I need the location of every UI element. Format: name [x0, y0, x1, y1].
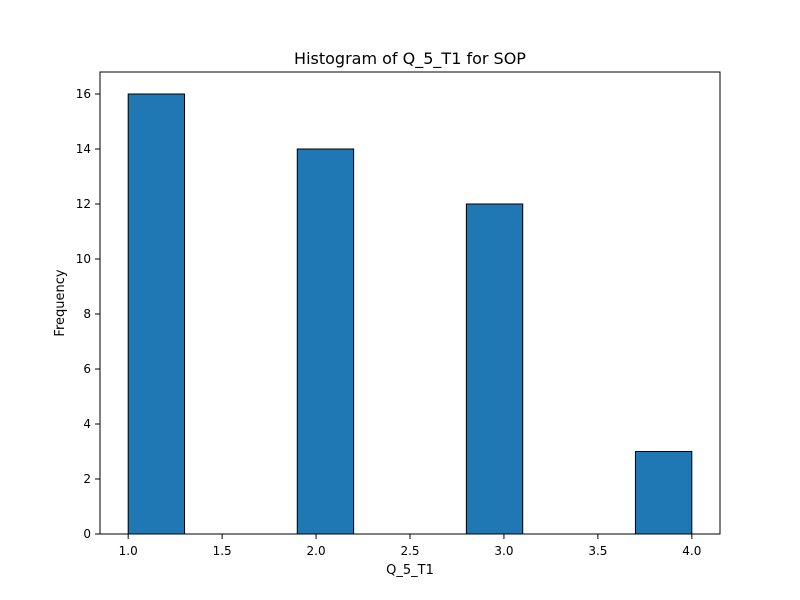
- x-tick-label-3: 2.5: [400, 544, 419, 558]
- y-tick-label-7: 14: [76, 142, 91, 156]
- chart-title: Histogram of Q_5_T1 for SOP: [294, 49, 526, 69]
- y-tick-label-6: 12: [76, 197, 91, 211]
- y-tick-label-4: 8: [83, 307, 91, 321]
- y-axis-label: Frequency: [53, 269, 68, 336]
- x-tick-label-1: 1.5: [213, 544, 232, 558]
- plot-frame: [99, 71, 721, 535]
- x-tick-label-0: 1.0: [119, 544, 138, 558]
- y-tick-label-2: 4: [83, 417, 91, 431]
- y-tick-label-5: 10: [76, 252, 91, 266]
- bar-bin-3: [296, 148, 355, 535]
- y-tick-label-3: 6: [83, 362, 91, 376]
- bar-bin-9: [634, 451, 693, 535]
- x-tick-label-4: 3.0: [494, 544, 513, 558]
- x-tick-label-2: 2.0: [307, 544, 326, 558]
- x-tick-label-6: 4.0: [682, 544, 701, 558]
- x-axis-ticks: 1.0 1.5 2.0 2.5 3.0 3.5 4.0: [119, 534, 701, 558]
- y-tick-label-8: 16: [76, 87, 91, 101]
- bar-bin-0: [127, 93, 186, 535]
- bars-group: [127, 93, 693, 535]
- y-axis-ticks: 0 2 4 6 8 10 12 14 16: [76, 87, 100, 541]
- y-tick-label-1: 2: [83, 472, 91, 486]
- x-tick-label-5: 3.5: [588, 544, 607, 558]
- y-tick-label-0: 0: [83, 527, 91, 541]
- x-axis-label: Q_5_T1: [386, 563, 434, 578]
- bar-bin-6: [465, 203, 524, 535]
